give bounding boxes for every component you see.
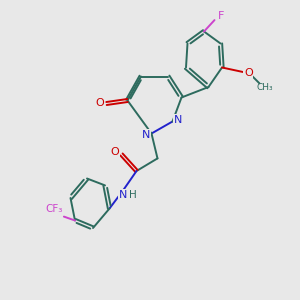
Text: CH₃: CH₃ [256, 83, 273, 92]
Text: CF₃: CF₃ [45, 203, 63, 214]
Text: F: F [218, 11, 224, 21]
Text: O: O [244, 68, 253, 79]
Text: N: N [118, 190, 127, 200]
Text: O: O [95, 98, 104, 108]
Text: N: N [173, 115, 182, 125]
Text: O: O [110, 146, 119, 157]
Text: N: N [142, 130, 151, 140]
Text: H: H [129, 190, 136, 200]
